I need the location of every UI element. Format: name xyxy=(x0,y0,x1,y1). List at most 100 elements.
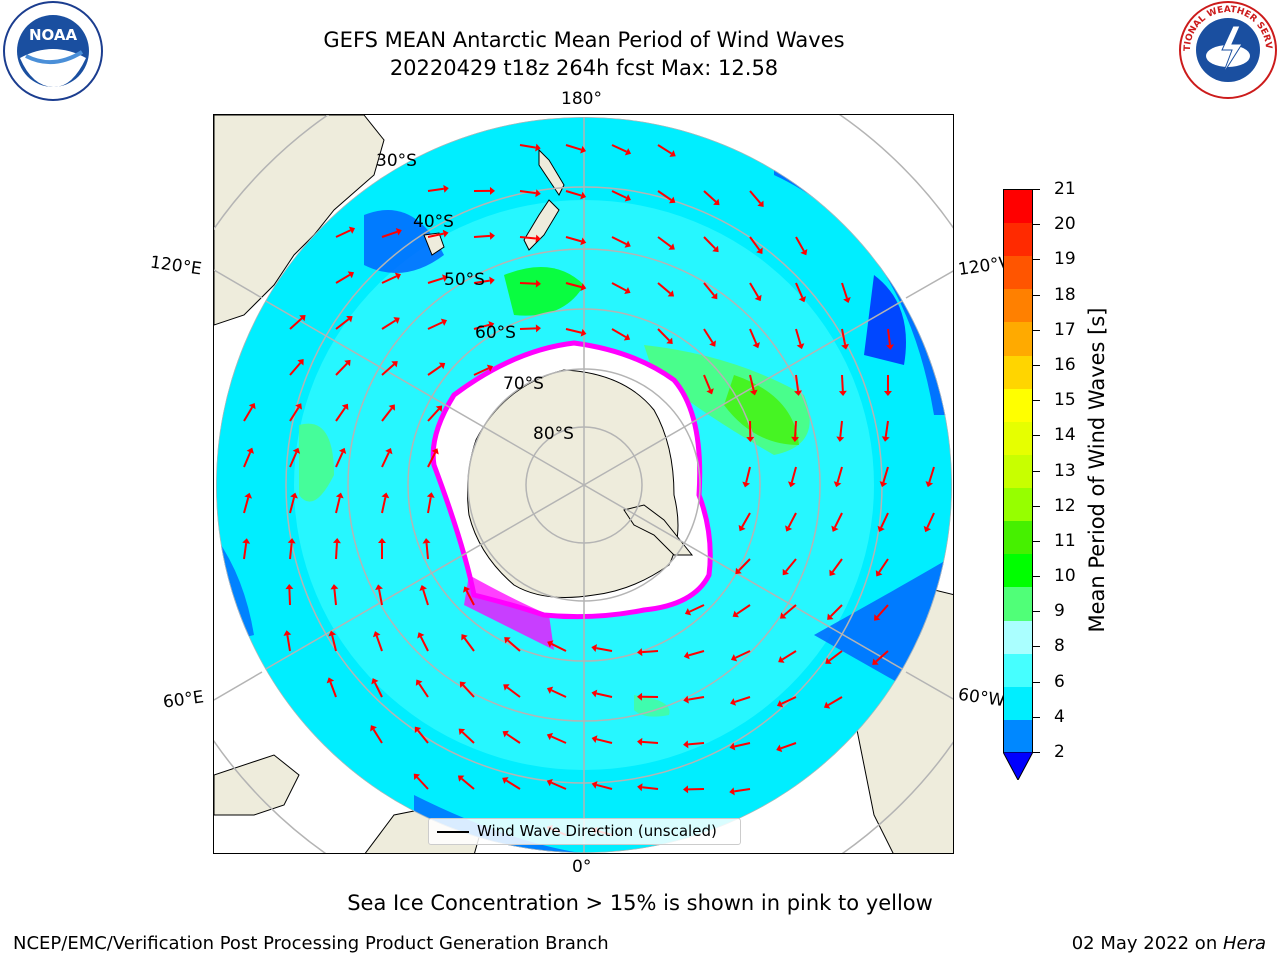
wind-wave-arrow xyxy=(596,692,613,698)
wind-wave-arrow xyxy=(335,362,348,376)
wind-wave-arrow xyxy=(657,236,672,248)
lon-label-left-lower: 60°E xyxy=(161,687,206,713)
colorbar-segment xyxy=(1004,653,1032,688)
wind-wave-arrow xyxy=(335,318,350,330)
wind-wave-arrow xyxy=(381,230,398,238)
colorbar-tick-label: 16 xyxy=(1054,354,1076,375)
colorbar-tick-label: 9 xyxy=(1054,601,1065,622)
colorbar-tick-label: 10 xyxy=(1054,566,1076,587)
wind-wave-arrow-head xyxy=(438,362,446,370)
wind-wave-arrow-head xyxy=(923,525,931,533)
wind-wave-arrow-head xyxy=(503,684,510,691)
wind-wave-arrow-head xyxy=(442,274,449,282)
colorbar-segment xyxy=(1004,223,1032,257)
wind-wave-arrow-head xyxy=(823,701,831,709)
wind-wave-arrow-head xyxy=(290,492,298,499)
wind-wave-arrow-head xyxy=(502,777,509,784)
sea-ice-weddell xyxy=(464,575,554,650)
wind-wave-arrow xyxy=(641,786,659,790)
wind-wave-arrow xyxy=(519,327,537,330)
wind-wave-arrow xyxy=(611,144,627,153)
wind-wave-arrow xyxy=(550,781,567,790)
wind-wave-arrow xyxy=(688,650,705,657)
wind-wave-arrow xyxy=(243,451,252,468)
wind-wave-arrow xyxy=(841,282,848,299)
wind-wave-arrow-head xyxy=(637,737,643,746)
wind-wave-arrow-head xyxy=(381,492,390,499)
footer-branch: NCEP/EMC/Verification Post Processing Pr… xyxy=(13,933,609,954)
wind-wave-arrow-head xyxy=(338,447,347,455)
lat-label-30s: 30°S xyxy=(376,151,417,171)
wind-wave-arrow xyxy=(551,643,567,652)
wind-wave-arrow-head xyxy=(879,481,888,488)
wind-wave-arrow-head xyxy=(829,569,836,576)
wind-wave-arrow xyxy=(790,466,797,483)
wind-wave-arrow xyxy=(828,650,843,662)
wind-wave-arrow xyxy=(473,279,490,284)
wind-wave-arrow-head xyxy=(580,145,587,154)
wind-wave-arrow-head xyxy=(535,234,541,243)
wind-wave-arrow xyxy=(829,604,843,618)
wind-wave-arrow-head xyxy=(883,390,892,396)
wind-wave-arrow-head xyxy=(346,316,353,323)
wind-wave-arrow xyxy=(381,452,390,468)
wind-wave-arrow xyxy=(781,696,797,705)
wind-wave-arrow-head xyxy=(580,283,587,291)
wind-wave-arrow-head xyxy=(504,637,511,644)
wind-wave-arrow xyxy=(565,144,582,151)
colorbar-segment xyxy=(1004,421,1032,456)
lon-label-right-lower: 60°W xyxy=(956,684,1007,712)
wind-wave-arrow-head xyxy=(591,781,598,789)
footer-date-text: 02 May 2022 on xyxy=(1071,933,1223,954)
colorbar-extend-arrow xyxy=(1002,751,1034,782)
lon-label-left-upper: 120°E xyxy=(148,252,203,280)
wind-wave-arrow-head xyxy=(729,742,736,751)
wind-wave-arrow xyxy=(688,696,705,701)
colorbar-segment xyxy=(1004,289,1032,323)
wind-wave-arrow-head xyxy=(535,189,541,198)
wind-wave-arrow-head xyxy=(547,640,554,648)
wind-wave-arrow-head xyxy=(881,436,890,442)
colorbar-tick-label: 2 xyxy=(1054,742,1065,762)
wind-wave-arrow-head xyxy=(637,783,643,792)
wind-wave-arrow xyxy=(827,696,843,706)
wind-wave-arrow xyxy=(876,604,889,618)
wind-wave-arrow-head xyxy=(440,318,448,326)
colorbar-segment xyxy=(1004,554,1032,588)
wind-wave-arrow xyxy=(787,512,797,528)
wind-wave-arrow xyxy=(565,190,582,197)
wind-wave-arrow-head xyxy=(283,630,292,636)
wind-wave-arrow xyxy=(836,466,843,483)
colorbar-tick-mark xyxy=(1033,364,1040,366)
wind-wave-arrow xyxy=(641,650,659,654)
wind-wave-arrow-head xyxy=(742,481,751,488)
wind-wave-arrow-head xyxy=(711,292,718,300)
wind-wave-arrow xyxy=(831,558,843,573)
wind-wave-arrow xyxy=(781,650,797,661)
colorbar-segment xyxy=(1004,488,1032,522)
wind-wave-arrow xyxy=(519,144,536,149)
wind-wave-arrow xyxy=(427,365,442,376)
wind-wave-arrow-head xyxy=(459,681,467,688)
wind-wave-arrow-head xyxy=(443,184,449,193)
wind-wave-arrow xyxy=(734,742,751,748)
lat-label-40s: 40°S xyxy=(413,212,454,232)
wind-wave-arrow-head xyxy=(713,198,720,206)
wind-wave-arrow-head xyxy=(668,196,676,204)
wind-wave-arrow xyxy=(381,319,397,330)
colorbar-tick-mark xyxy=(1033,681,1040,683)
wind-wave-arrow-head xyxy=(785,525,793,532)
wind-wave-arrow-head xyxy=(735,567,742,575)
wind-wave-arrow xyxy=(427,321,443,330)
wind-wave-arrow-head xyxy=(752,342,760,349)
wind-wave-arrow-head xyxy=(426,492,435,498)
lon-label-bottom: 0° xyxy=(572,857,592,877)
wind-wave-arrow xyxy=(381,497,387,514)
wind-wave-arrow xyxy=(286,635,291,652)
wind-wave-arrow-head xyxy=(580,328,587,337)
wind-wave-arrow xyxy=(596,738,613,744)
wind-wave-arrow xyxy=(834,512,843,528)
ocean-field xyxy=(216,117,952,853)
wind-wave-arrow xyxy=(381,275,397,284)
wind-wave-arrow xyxy=(795,328,802,345)
